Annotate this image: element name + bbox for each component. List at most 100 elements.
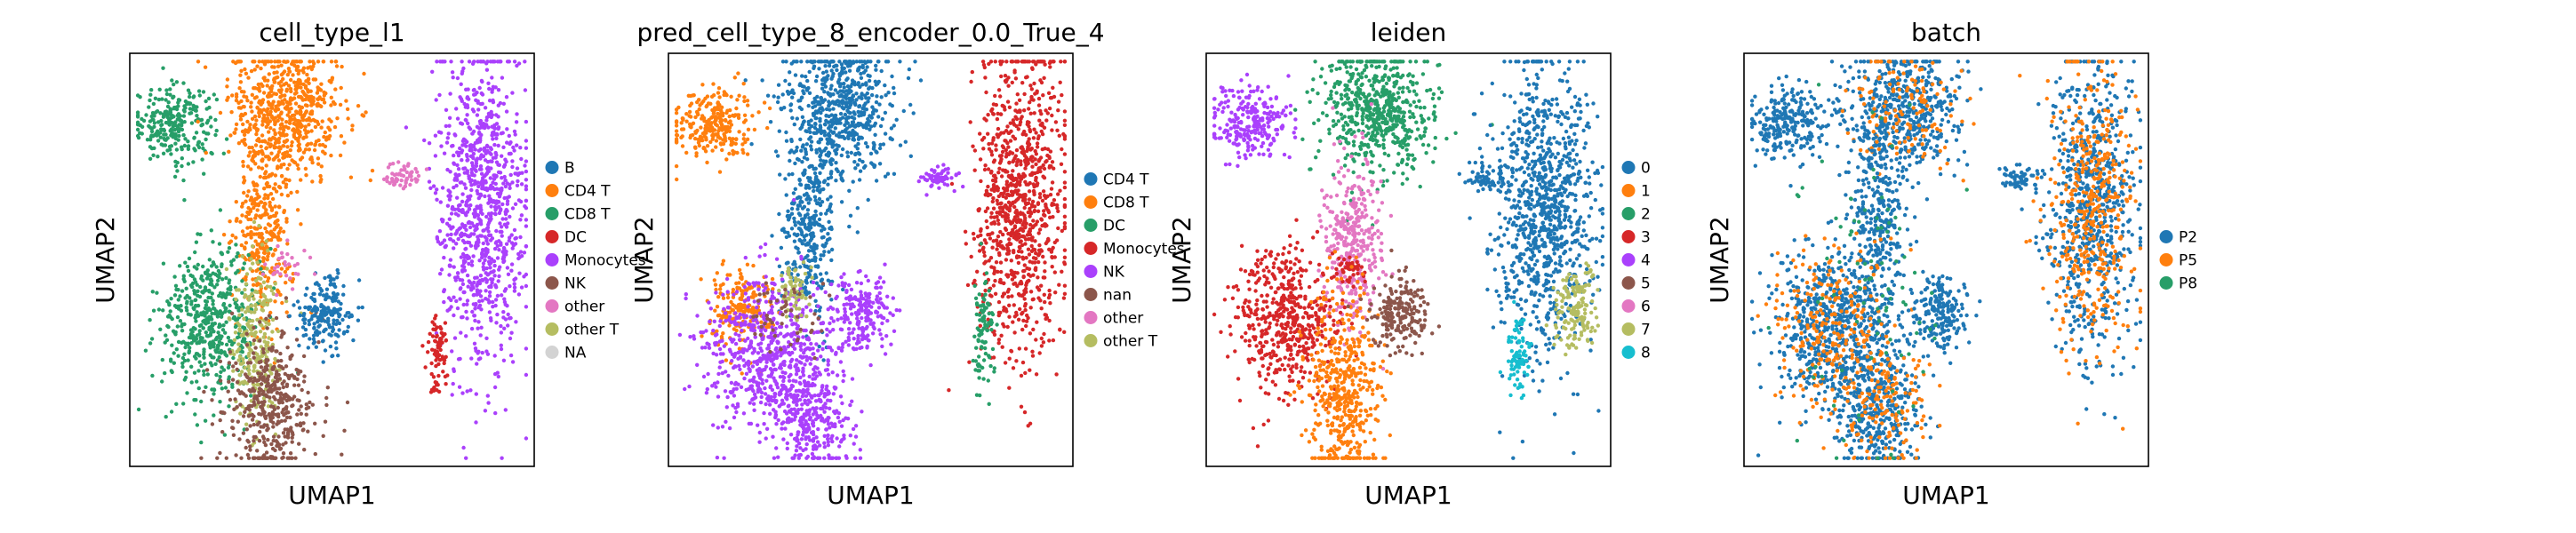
scatter-point: [708, 139, 713, 145]
scatter-point: [288, 276, 292, 281]
scatter-point: [172, 82, 176, 87]
scatter-point: [473, 306, 477, 311]
scatter-point: [742, 95, 747, 99]
scatter-point: [249, 68, 254, 74]
scatter-point: [844, 96, 849, 101]
scatter-point: [169, 133, 173, 138]
scatter-point: [845, 84, 851, 89]
scatter-point: [205, 308, 210, 313]
scatter-point: [271, 434, 276, 439]
scatter-point: [762, 100, 767, 105]
scatter-point: [802, 193, 807, 197]
scatter-point: [302, 248, 307, 253]
scatter-point: [876, 115, 881, 119]
scatter-point: [396, 160, 401, 164]
scatter-point: [868, 119, 872, 123]
scatter-point: [286, 262, 292, 266]
scatter-point: [827, 206, 832, 211]
scatter-point: [504, 109, 509, 114]
scatter-point: [488, 176, 492, 180]
scatter-point: [462, 290, 467, 295]
scatter-point: [791, 191, 796, 195]
scatter-point: [842, 85, 846, 90]
scatter-point: [332, 322, 336, 326]
scatter-point: [792, 239, 797, 243]
scatter-point: [797, 83, 802, 88]
scatter-point: [836, 144, 841, 148]
scatter-point: [786, 209, 790, 213]
scatter-point: [294, 109, 299, 114]
scatter-point: [162, 136, 166, 141]
scatter-point: [444, 221, 450, 226]
scatter-point: [268, 399, 272, 403]
scatter-point: [333, 87, 338, 91]
scatter-point: [276, 118, 280, 123]
scatter-point: [370, 168, 375, 173]
scatter-point: [236, 141, 242, 146]
scatter-point: [240, 279, 244, 283]
scatter-point: [890, 103, 894, 108]
scatter-point: [813, 166, 818, 171]
scatter-point: [470, 309, 475, 314]
scatter-point: [509, 330, 514, 335]
scatter-point: [302, 374, 307, 378]
scatter-point: [468, 243, 474, 248]
scatter-point: [234, 94, 239, 99]
scatter-point: [401, 173, 406, 179]
scatter-point: [281, 431, 286, 435]
scatter-point: [842, 66, 846, 71]
scatter-point: [516, 256, 521, 261]
scatter-point: [181, 402, 186, 406]
scatter-point: [439, 267, 444, 272]
scatter-point: [847, 132, 852, 137]
scatter-point: [394, 179, 399, 184]
scatter-point: [508, 214, 512, 219]
scatter-point: [508, 336, 513, 341]
scatter-point: [342, 330, 347, 335]
scatter-point: [230, 378, 236, 382]
scatter-point: [260, 133, 265, 138]
scatter-point: [208, 277, 212, 282]
scatter-point: [446, 188, 451, 193]
scatter-point: [760, 78, 764, 83]
scatter-point: [299, 411, 303, 416]
scatter-point: [274, 439, 278, 443]
scatter-point: [465, 210, 470, 214]
scatter-point: [500, 456, 504, 460]
scatter-point: [154, 131, 159, 136]
scatter-point: [285, 251, 290, 257]
scatter-point: [292, 91, 298, 96]
scatter-point: [276, 405, 280, 410]
scatter-point: [278, 351, 283, 356]
scatter-point: [813, 209, 818, 214]
scatter-point: [196, 314, 201, 318]
scatter-point: [508, 186, 512, 190]
scatter-point: [298, 122, 303, 126]
scatter-point: [247, 145, 252, 150]
scatter-point: [140, 131, 144, 136]
scatter-point: [795, 195, 800, 201]
scatter-point: [291, 128, 295, 132]
scatter-point: [241, 159, 245, 164]
scatter-point: [336, 299, 340, 304]
scatter-point: [454, 242, 459, 246]
scatter-point: [804, 75, 808, 79]
scatter-point: [491, 155, 496, 160]
scatter-point: [180, 147, 184, 152]
scatter-point: [492, 274, 497, 278]
scatter-point: [812, 251, 817, 256]
scatter-point: [433, 154, 438, 158]
scatter-point: [487, 217, 492, 221]
scatter-point: [177, 133, 181, 139]
scatter-point: [280, 400, 284, 405]
scatter-point: [494, 136, 499, 140]
scatter-point: [267, 314, 272, 318]
scatter-point: [279, 364, 284, 370]
scatter-point: [292, 80, 297, 84]
scatter-point: [773, 149, 779, 154]
scatter-point: [524, 272, 529, 277]
scatter-point: [305, 103, 309, 108]
scatter-point: [479, 171, 484, 176]
scatter-point: [257, 386, 262, 391]
scatter-point: [288, 154, 292, 158]
